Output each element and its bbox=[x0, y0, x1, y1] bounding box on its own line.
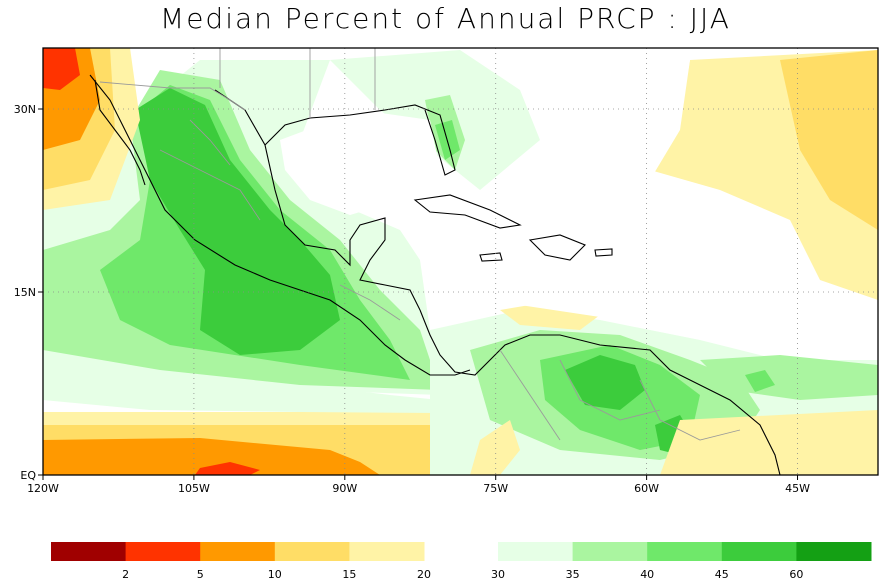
legend-swatch-right bbox=[572, 542, 648, 561]
zone-white-gulf bbox=[280, 110, 440, 215]
legend-label: 10 bbox=[268, 568, 282, 581]
legend-swatch-left bbox=[51, 542, 127, 561]
zone-mid-green-venezuela bbox=[565, 355, 645, 410]
zone-green-atlantic bbox=[745, 370, 775, 392]
lon-tick-label: 90W bbox=[332, 482, 357, 495]
legend-label: 5 bbox=[197, 568, 204, 581]
graticule bbox=[43, 48, 878, 475]
legend-label: 35 bbox=[566, 568, 580, 581]
lat-tick-label: EQ bbox=[20, 469, 36, 482]
zone-orange-red-nw bbox=[43, 48, 80, 90]
lon-tick-label: 60W bbox=[634, 482, 659, 495]
coastline-central-america bbox=[419, 309, 781, 476]
coastlines bbox=[89, 74, 781, 476]
legend-swatch-right bbox=[721, 542, 797, 561]
legend-label: 20 bbox=[417, 568, 431, 581]
legend-label: 40 bbox=[640, 568, 654, 581]
coastline-hispaniola bbox=[528, 234, 586, 261]
coastline-mexico-pacific bbox=[89, 74, 471, 376]
border-mexico-state-2 bbox=[189, 119, 231, 166]
borders bbox=[99, 48, 741, 441]
coastline-jamaica bbox=[479, 252, 503, 262]
legend-label: 15 bbox=[342, 568, 356, 581]
patch-orange-red-south bbox=[195, 462, 260, 475]
border-mexico-state-1 bbox=[159, 149, 261, 221]
lat-tick-label: 15N bbox=[14, 286, 36, 299]
zone-white-atlantic bbox=[520, 60, 690, 200]
border-south-america-3 bbox=[639, 379, 741, 441]
lon-tick-label: 120W bbox=[27, 482, 59, 495]
zone-mid-green-mexico bbox=[135, 88, 340, 355]
zone-light-green-atlantic bbox=[700, 355, 878, 400]
legend-swatch-left bbox=[349, 542, 425, 561]
legend-swatch-left bbox=[200, 542, 276, 561]
legend-label: 45 bbox=[715, 568, 729, 581]
coastline-puerto-rico bbox=[594, 248, 613, 257]
legend-swatch-left bbox=[274, 542, 350, 561]
border-south-america-2 bbox=[559, 359, 661, 421]
legend-swatch-left bbox=[125, 542, 201, 561]
legend-label: 2 bbox=[122, 568, 129, 581]
legend-label: 60 bbox=[789, 568, 803, 581]
color-legend: 2 5 10 15 20 30 35 40 45 60 bbox=[51, 542, 872, 581]
legend-swatch-right bbox=[796, 542, 872, 561]
legend-label: 30 bbox=[491, 568, 505, 581]
patch-pale-yellow-colombia bbox=[470, 420, 520, 475]
map-frame bbox=[42, 47, 879, 476]
coastline-mexico-gulf bbox=[214, 89, 421, 311]
axis-layer: 120W 105W 90W 75W 60W 45W EQ 15N 30N bbox=[14, 103, 810, 495]
zone-yellow-atlantic bbox=[780, 50, 878, 230]
shading-layer bbox=[43, 48, 878, 475]
coastline-us-gulf bbox=[264, 104, 456, 176]
map-title: Median Percent of Annual PRCP : JJA bbox=[160, 2, 731, 35]
coastline-cuba bbox=[413, 194, 522, 229]
legend-swatch-right bbox=[647, 542, 723, 561]
border-south-america-1 bbox=[499, 349, 561, 441]
lon-tick-label: 75W bbox=[483, 482, 508, 495]
band-orange-south bbox=[43, 438, 380, 475]
border-us-mexico bbox=[99, 81, 246, 111]
zone-white-caribbean bbox=[430, 250, 660, 320]
coastline-baja bbox=[94, 79, 146, 186]
border-central-america bbox=[339, 284, 401, 321]
lat-tick-label: 30N bbox=[14, 103, 36, 116]
legend-swatch-right bbox=[498, 542, 574, 561]
lon-tick-label: 105W bbox=[178, 482, 210, 495]
lon-tick-label: 45W bbox=[785, 482, 810, 495]
